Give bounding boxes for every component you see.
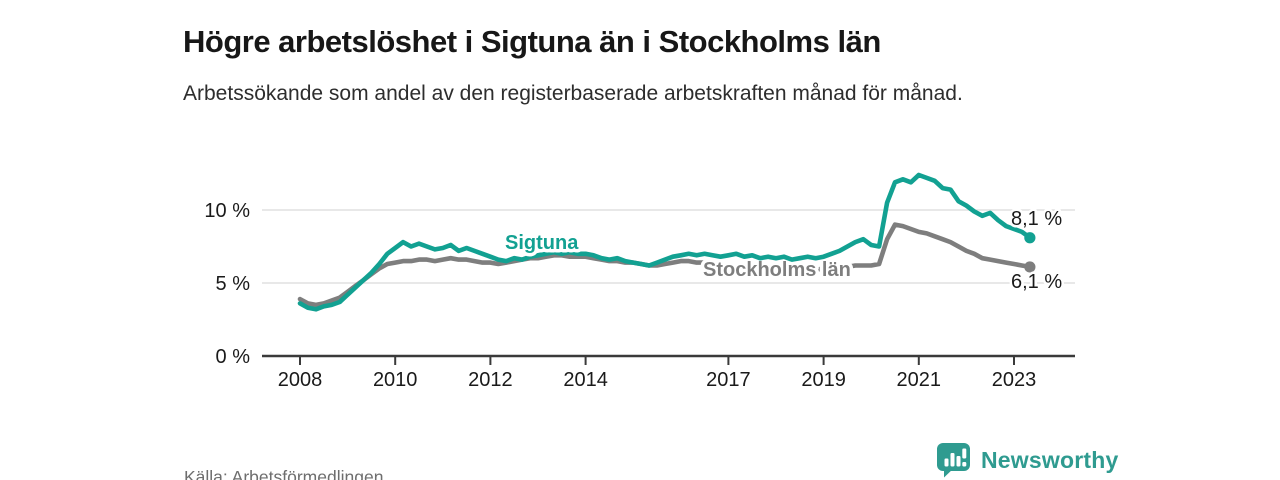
gridlines-group (262, 209, 1075, 284)
end-dot-sigtuna (1024, 232, 1036, 244)
x-tick-label: 2019 (801, 369, 846, 391)
x-tick-label: 2008 (278, 369, 323, 391)
series-label-stockholm: Stockholms län (703, 259, 851, 281)
end-dots-group (1024, 232, 1036, 273)
end-value-label-sigtuna: 8,1 % (1011, 208, 1062, 230)
source-attribution: Källa: Arbetsförmedlingen (184, 466, 384, 480)
axes-group: 0 % 5 % 10 % 2008 2010 2012 2014 2017 2019 2021 20… (204, 200, 1075, 391)
page-title: Högre arbetslöshet i Sigtuna än i Stockh… (183, 23, 881, 59)
x-tick-label: 2023 (992, 369, 1037, 391)
line-stockholm (297, 222, 1033, 308)
x-tick-label: 2010 (373, 369, 418, 391)
y-tick-label: 0 % (216, 346, 251, 368)
x-tick-label: 2021 (897, 369, 942, 391)
chart-subtitle: Arbetssökande som andel av den registerb… (183, 82, 963, 105)
brand-name: Newsworthy (981, 446, 1119, 473)
series-label-sigtuna: Sigtuna (505, 232, 579, 254)
newsworthy-logo: Newsworthy (936, 442, 1118, 478)
end-value-label-stockholm: 6,1 % (1011, 271, 1062, 293)
line-stockholm-group (297, 222, 1033, 308)
x-tick-label: 2014 (563, 369, 608, 391)
bar-chart-speech-bubble-icon (937, 443, 970, 478)
line-sigtuna (297, 172, 1033, 312)
x-tick-label: 2012 (468, 369, 513, 391)
end-dot-stockholm (1024, 261, 1036, 273)
line-sigtuna-group (297, 172, 1033, 312)
y-tick-label: 10 % (204, 200, 250, 222)
x-tick-label: 2017 (706, 369, 751, 391)
y-tick-label: 5 % (216, 273, 251, 295)
